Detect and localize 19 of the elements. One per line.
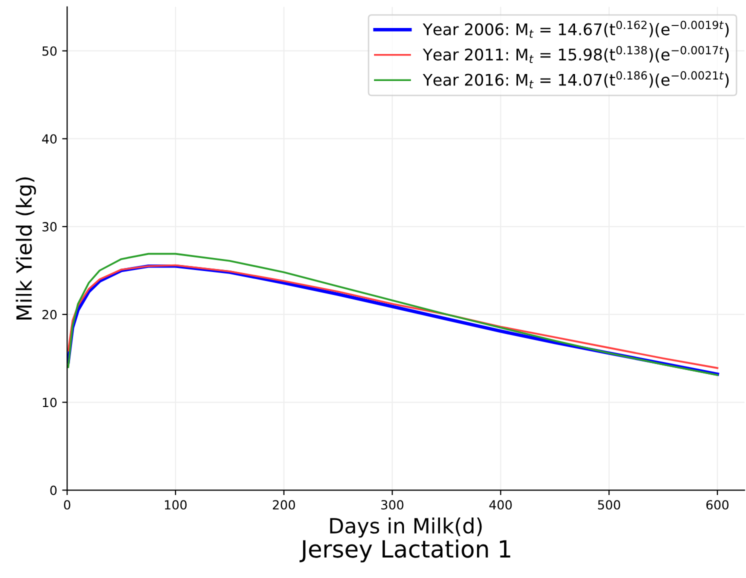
x-tick-label: 300 bbox=[381, 500, 404, 510]
x-tick-label: 200 bbox=[272, 500, 295, 510]
y-tick-label: 40 bbox=[42, 134, 57, 144]
x-axis-title: Days in Milk(d) bbox=[330, 518, 482, 538]
y-axis-title: Milk Yield (kg) bbox=[16, 177, 36, 320]
x-tick-label: 0 bbox=[64, 500, 70, 510]
y-tick-label: 0 bbox=[50, 486, 57, 496]
y-tick-label: 30 bbox=[42, 222, 57, 232]
text: Jersey Lactation 1 bbox=[300, 540, 510, 562]
x-tick-label: 600 bbox=[706, 500, 729, 510]
legend-label: Year 2016: M$_{t}$ = 14.07(t$^{0.186}$)(e$^{−0.0021t}$) bbox=[422, 71, 729, 88]
y-tick-label: 50 bbox=[42, 46, 57, 56]
y-tick-label: 20 bbox=[42, 310, 57, 320]
legend-label: Year 2006: M$_{t}$ = 14.67(t$^{0.162}$)(e$^{−0.0019t}$) bbox=[422, 20, 729, 38]
legend-label: Year 2011: M$_{t}$ = 15.98(t$^{0.138}$)(e$^{−0.0017t}$) bbox=[422, 46, 729, 63]
y-tick-label: 10 bbox=[42, 398, 57, 408]
x-tick-label: 400 bbox=[489, 500, 512, 510]
x-tick-label: 500 bbox=[598, 500, 620, 510]
x-tick-label: 100 bbox=[164, 500, 187, 510]
